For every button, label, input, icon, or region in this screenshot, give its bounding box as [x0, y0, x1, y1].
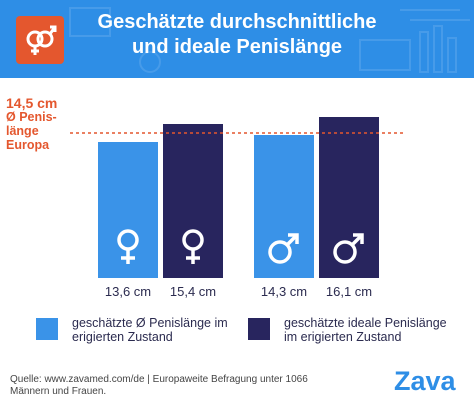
chart-title: Geschätzte durchschnittliche und ideale …	[72, 10, 402, 60]
gender-symbols-icon	[26, 25, 57, 55]
header-banner: Geschätzte durchschnittliche und ideale …	[0, 0, 474, 78]
reference-label-line1: Ø Penis-	[6, 110, 57, 124]
legend-item-estimated: geschätzte Ø Penislänge im erigierten Zu…	[36, 316, 228, 344]
legend-item-ideal: geschätzte ideale Penislänge im erigiert…	[248, 316, 447, 344]
reference-label-line2: länge	[6, 124, 39, 138]
legend-label-ideal-line2: im erigierten Zustand	[284, 330, 402, 344]
bar-chart: 13,6 cm 15,4 cm 14,3 cm 16,1 cm	[70, 117, 404, 299]
gender-badge	[16, 16, 64, 64]
source-line2: Männern und Frauen.	[10, 386, 107, 397]
legend-swatch-ideal	[248, 318, 270, 340]
value-label-4: 16,1 cm	[326, 284, 372, 299]
header-decoration	[69, 7, 470, 73]
legend-label-estimated-line2: erigierten Zustand	[72, 330, 173, 344]
chart-title-line1: Geschätzte durchschnittliche	[97, 11, 377, 33]
zava-logo: Zava	[394, 366, 456, 396]
bar-4	[319, 117, 379, 278]
legend-swatch-estimated	[36, 318, 58, 340]
reference-label: 14,5 cm Ø Penis- länge Europa	[6, 96, 66, 152]
source-line1: Quelle: www.zavamed.com/de | Europaweite…	[10, 374, 308, 385]
legend-label-estimated-line1: geschätzte Ø Penislänge im	[72, 316, 228, 330]
value-label-3: 14,3 cm	[261, 284, 307, 299]
legend-label-ideal-line1: geschätzte ideale Penislänge	[284, 316, 447, 330]
reference-value: 14,5 cm	[6, 95, 58, 111]
female-symbol-icon	[117, 229, 139, 264]
value-label-1: 13,6 cm	[105, 284, 151, 299]
male-symbol-icon	[268, 233, 299, 264]
male-symbol-icon	[333, 233, 364, 264]
chart-title-line2: und ideale Penislänge	[131, 36, 343, 58]
source-note: Quelle: www.zavamed.com/de | Europaweite…	[10, 374, 390, 398]
value-label-2: 15,4 cm	[170, 284, 216, 299]
female-symbol-icon	[182, 229, 204, 264]
reference-label-line3: Europa	[6, 138, 50, 152]
bar-3	[254, 135, 314, 278]
